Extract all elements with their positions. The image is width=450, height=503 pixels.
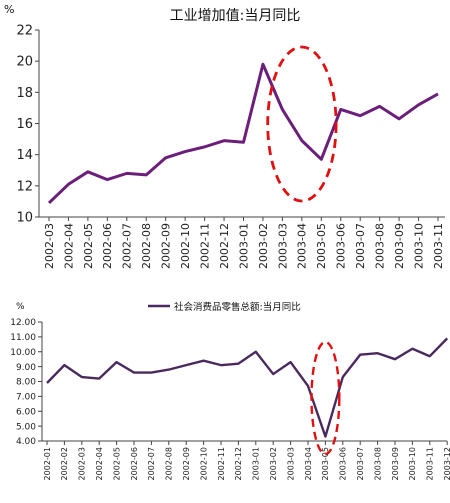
chart2-x-tick-label: 2003-10 [408,447,417,480]
chart2-x-tick-label: 2002-12 [234,447,243,480]
chart1-x-tick-label: 2003-07 [354,223,367,269]
chart2-x-tick-label: 2003-06 [339,447,348,480]
chart1-y-tick-label: 20 [16,55,33,70]
chart1-x-tick-label: 2003-11 [432,223,445,269]
chart1-x-tick-label: 2003-01 [237,223,250,269]
chart2-x-tick-label: 2003-05 [321,447,330,480]
chart2-x-tick-label: 2003-09 [391,447,400,480]
chart1-x-tick-label: 2002-10 [179,223,192,269]
chart2-x-tick-label: 2002-11 [217,447,226,480]
chart2-x-tick-label: 2002-06 [130,447,139,480]
chart2-x-tick-label: 2003-01 [252,447,261,480]
chart2-y-tick-label: 6.00 [16,407,36,417]
chart1-x-tick-label: 2003-09 [393,223,406,269]
chart2-x-tick-label: 2003-03 [286,447,295,480]
chart2-y-tick-label: 12.00 [10,318,36,328]
chart1-x-tick-label: 2002-08 [140,223,153,269]
chart1-title: 工业增加值:当月同比 [170,8,301,24]
chart-retail-sales: % 社会消费品零售总额:当月同比 4.00 5.00 6.00 7.00 8.00 9.0… [10,301,450,480]
chart1-y-tick-label: 16 [16,117,33,132]
chart2-y-tick-label: 9.00 [16,363,36,373]
chart1-x-tick-label: 2003-04 [296,223,309,269]
chart2-y-tick-label: 10.00 [10,348,36,358]
chart2-x-tick-label: 2002-08 [165,447,174,480]
chart2-y-tick-label: 7.00 [16,393,36,403]
chart1-y-tick-label: 22 [16,24,33,39]
chart2-x-tick-label: 2003-08 [373,447,382,480]
chart2-x-tick-label: 2002-05 [112,447,121,480]
chart1-y-tick-label: 18 [16,86,33,101]
chart1-x-tick-label: 2002-09 [160,223,173,269]
chart2-series-line [46,337,449,438]
chart2-x-tick-label: 2003-04 [304,447,313,480]
chart1-x-tick-label: 2003-03 [276,223,289,269]
chart-industrial-value: % 工业增加值:当月同比 10 12 14 16 18 20 22 2002-03 2002-… [4,3,445,269]
chart2-x-tick-label: 2002-09 [182,447,191,480]
chart1-y-tick-label: 10 [16,211,33,226]
chart2-y-tick-label: 11.00 [10,333,36,343]
chart2-x-tick-label: 2003-12 [443,447,450,480]
chart1-x-tick-label: 2003-06 [335,223,348,269]
chart1-x-tick-label: 2002-06 [101,223,114,269]
chart1-x-tick-label: 2002-03 [43,223,56,269]
chart2-y-tick-label: 5.00 [16,422,36,432]
chart1-x-tick-label: 2003-10 [412,223,425,269]
chart2-x-tick-label: 2003-07 [356,447,365,480]
chart2-y-tick-label: 8.00 [16,378,36,388]
chart1-x-tick-label: 2002-07 [121,223,134,269]
chart1-y-tick-label: 12 [16,179,33,194]
chart2-x-tick-label: 2002-04 [95,447,104,480]
chart2-x-tick-label: 2002-07 [147,447,156,480]
chart1-series-line [47,62,439,205]
chart2-unit-label: % [16,302,25,312]
chart1-x-tick-label: 2002-11 [198,223,211,269]
chart1-highlight-ellipse [266,45,338,203]
chart2-x-tick-label: 2002-02 [60,447,69,480]
chart2-x-tick-label: 2002-10 [199,447,208,480]
chart2-x-tick-label: 2002-03 [78,447,87,480]
chart2-highlight-ellipse [310,340,341,456]
chart2-legend-label: 社会消费品零售总额:当月同比 [174,301,301,313]
chart1-x-tick-label: 2002-05 [82,223,95,269]
chart1-x-tick-label: 2002-04 [62,223,75,269]
chart1-y-tick-label: 14 [16,148,33,163]
chart1-x-tick-label: 2003-08 [374,223,387,269]
chart2-x-tick-label: 2003-02 [269,447,278,480]
chart1-x-tick-label: 2002-12 [218,223,231,269]
chart2-x-tick-label: 2002-01 [43,447,52,480]
chart2-x-tick-label: 2003-11 [426,447,435,480]
chart1-x-tick-label: 2003-02 [257,223,270,269]
chart1-x-tick-label: 2003-05 [315,223,328,269]
chart2-y-tick-label: 4.00 [16,437,36,447]
chart1-unit-label: % [4,3,14,16]
